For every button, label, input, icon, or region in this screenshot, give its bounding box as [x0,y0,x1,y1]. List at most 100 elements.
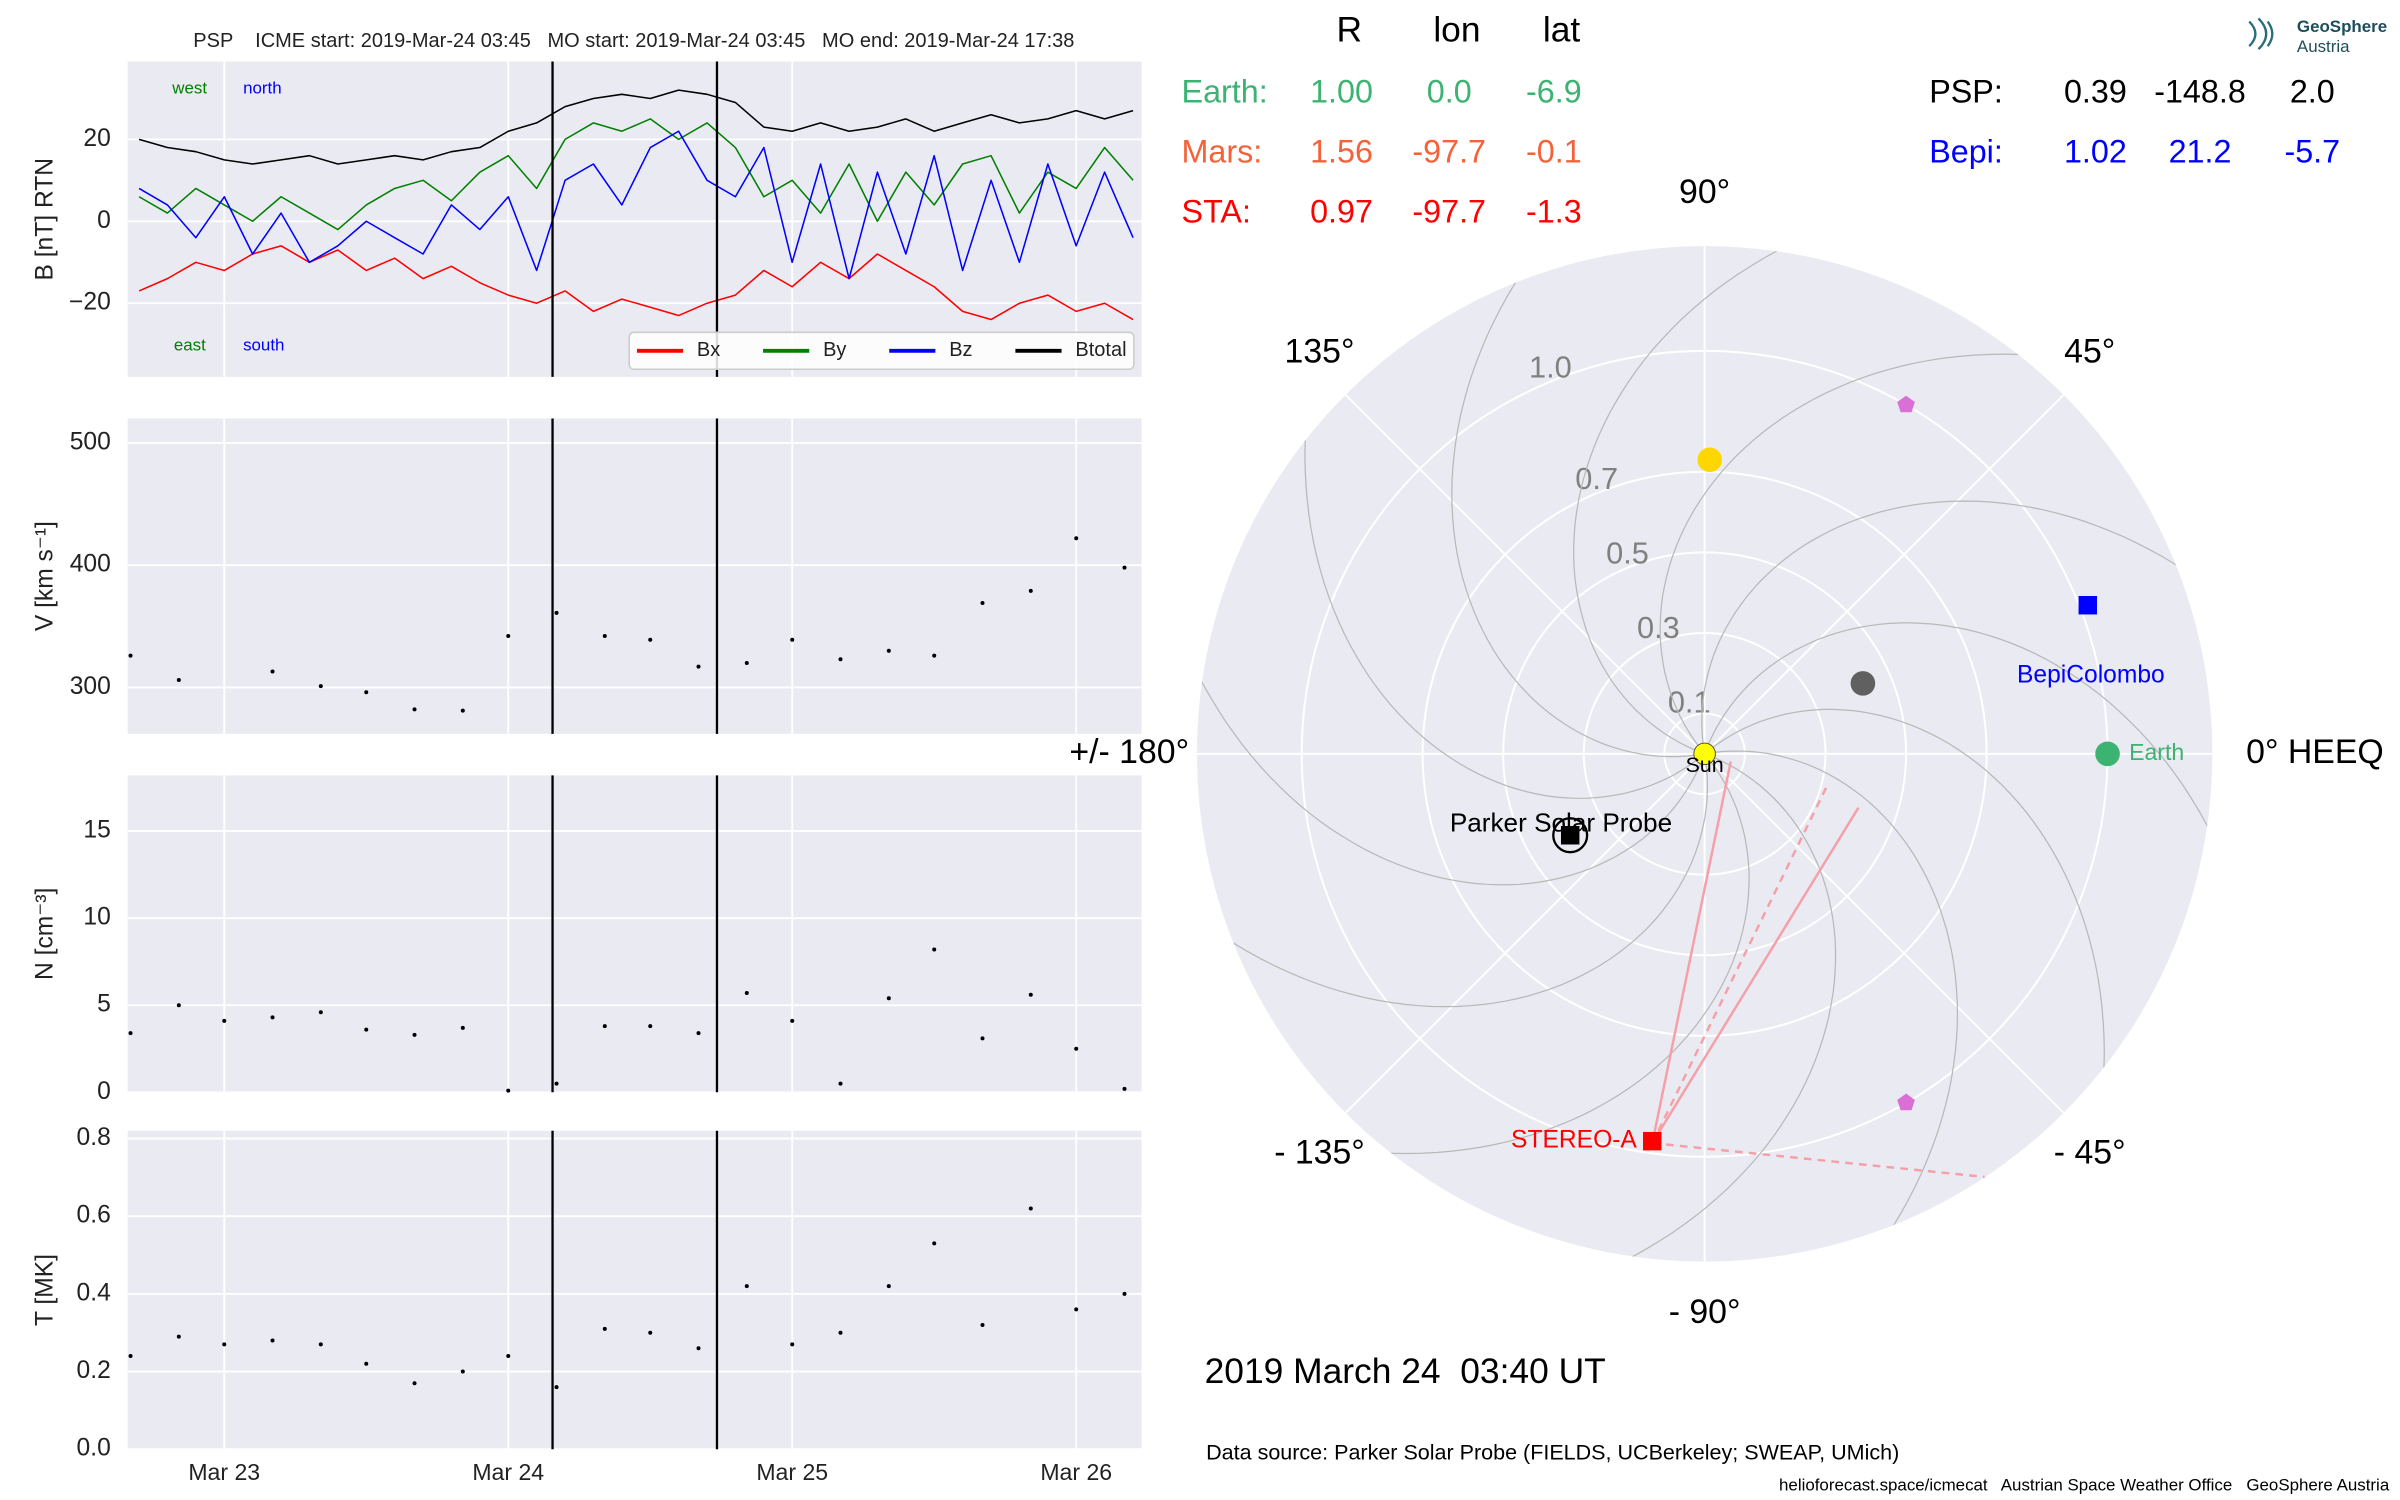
grid-spoke [1703,394,2065,755]
row-value: 1.02 [2064,133,2127,169]
fov-line [1651,807,1860,1144]
body-marker [1897,395,1915,413]
plot-area [127,61,1142,377]
y-tick-label: 0.8 [77,1124,111,1151]
panel: Mar 23 Mar 24 Mar 25 Mar 26 0.0 0.2 0.4 0.6 0.8 T… [32,1124,1142,1485]
data-point [1122,1086,1127,1091]
theta-tick-label: 135° [1285,332,1355,370]
row-value: 0.39 [2064,73,2127,109]
spiral-line [1304,377,1706,799]
data-point [886,996,891,1001]
footer: helioforecast.space/icmecat Austrian Spa… [1779,1476,2390,1495]
y-tick-label: 0 [97,207,111,234]
data-point [648,637,653,642]
data-point [222,1018,227,1023]
data-line [138,89,1134,165]
y-axis-label: B [nT] RTN [32,158,59,281]
y-tick-label: 500 [70,428,111,455]
data-point [1074,1046,1079,1051]
row-value: -97.7 [1412,133,1486,169]
theta-tick-label: - 45° [2054,1133,2126,1171]
spiral-line [1196,753,1709,1008]
data-point [932,1241,937,1246]
data-point [554,610,559,615]
y-tick-label: 5 [97,991,111,1018]
data-point [460,1369,465,1374]
panel: 300 400 500 V [km s⁻¹] [32,418,1142,734]
data-line [138,245,1134,321]
y-axis-label: V [km s⁻¹] [32,521,59,631]
data-point [222,1342,227,1347]
spiral-line [1575,753,1837,1262]
row-label: PSP: [1929,73,2003,109]
y-tick-label: 300 [70,673,111,700]
data-point [128,653,133,658]
y-tick-label: 0 [97,1078,111,1105]
grid-spoke [1344,753,1706,1114]
data-point [648,1330,653,1335]
fov-lines [1651,761,1985,1179]
row-label: Bepi: [1929,133,2003,169]
spacecraft-marker [1643,1131,1662,1151]
spiral-line [1328,753,1750,1155]
fov-line [1652,1141,1985,1179]
data-point [980,601,985,606]
data-point [318,1010,323,1015]
y-tick-label: 400 [70,551,111,578]
body-marker [1697,447,1723,473]
annotation: east [174,336,206,355]
y-tick-label: 15 [83,817,110,844]
data-point [932,653,937,658]
row-value: 21.2 [2169,133,2232,169]
panels: −20 0 20 B [nT] RTN PSP ICME start: 2019-Mar… [32,30,1142,1485]
row-value: -1.3 [1526,193,1582,229]
theta-tick-label: +/- 180° [1069,733,1189,771]
row-value: 2.0 [2290,73,2335,109]
data-point [364,1027,369,1032]
spiral-line [1451,246,1705,758]
row-value: 1.00 [1310,73,1373,109]
plot-area [127,1130,1142,1450]
theta-tick-label: 90° [1679,173,1730,211]
annotation: north [243,79,282,98]
logo-icon [2248,17,2274,51]
data-point [744,991,749,996]
body-label: Earth [2129,739,2184,765]
data-point [506,1088,511,1093]
data-point [412,1381,417,1386]
row-value: 0.97 [1310,193,1373,229]
data-point [364,690,369,695]
logo: GeoSphere Austria [2248,17,2387,56]
r-tick-label: 0.7 [1575,461,1618,496]
data-point [176,678,181,683]
y-tick-label: −20 [69,289,111,316]
row-value: -5.7 [2284,133,2340,169]
data-point [696,1346,701,1351]
column-header: R [1336,11,1362,50]
data-point [790,1018,795,1023]
data-point [696,1031,701,1036]
fov-line [1651,787,1828,1144]
body-label: Parker Solar Probe [1450,807,1672,837]
data-point [980,1036,985,1041]
data-point [886,1284,891,1289]
data-point [412,1032,417,1037]
spiral-line [1704,750,1959,1262]
time-label: 2019 March 24 03:40 UT [1205,1352,1606,1391]
spacecraft-marker [2078,595,2098,615]
x-tick-label: Mar 24 [472,1459,544,1485]
data-point [318,684,323,689]
row-label: Earth: [1182,73,1268,109]
data-point [1122,565,1127,570]
y-axis-label: T [MK] [32,1254,59,1326]
plot-area [127,775,1142,1093]
data-point [270,1338,275,1343]
column-header: lon [1433,11,1480,50]
plot-area [127,418,1142,734]
theta-tick-label: - 135° [1274,1133,1365,1171]
legend-box [628,331,1135,370]
body-marker [1897,1093,1915,1111]
annotation: west [171,79,207,98]
